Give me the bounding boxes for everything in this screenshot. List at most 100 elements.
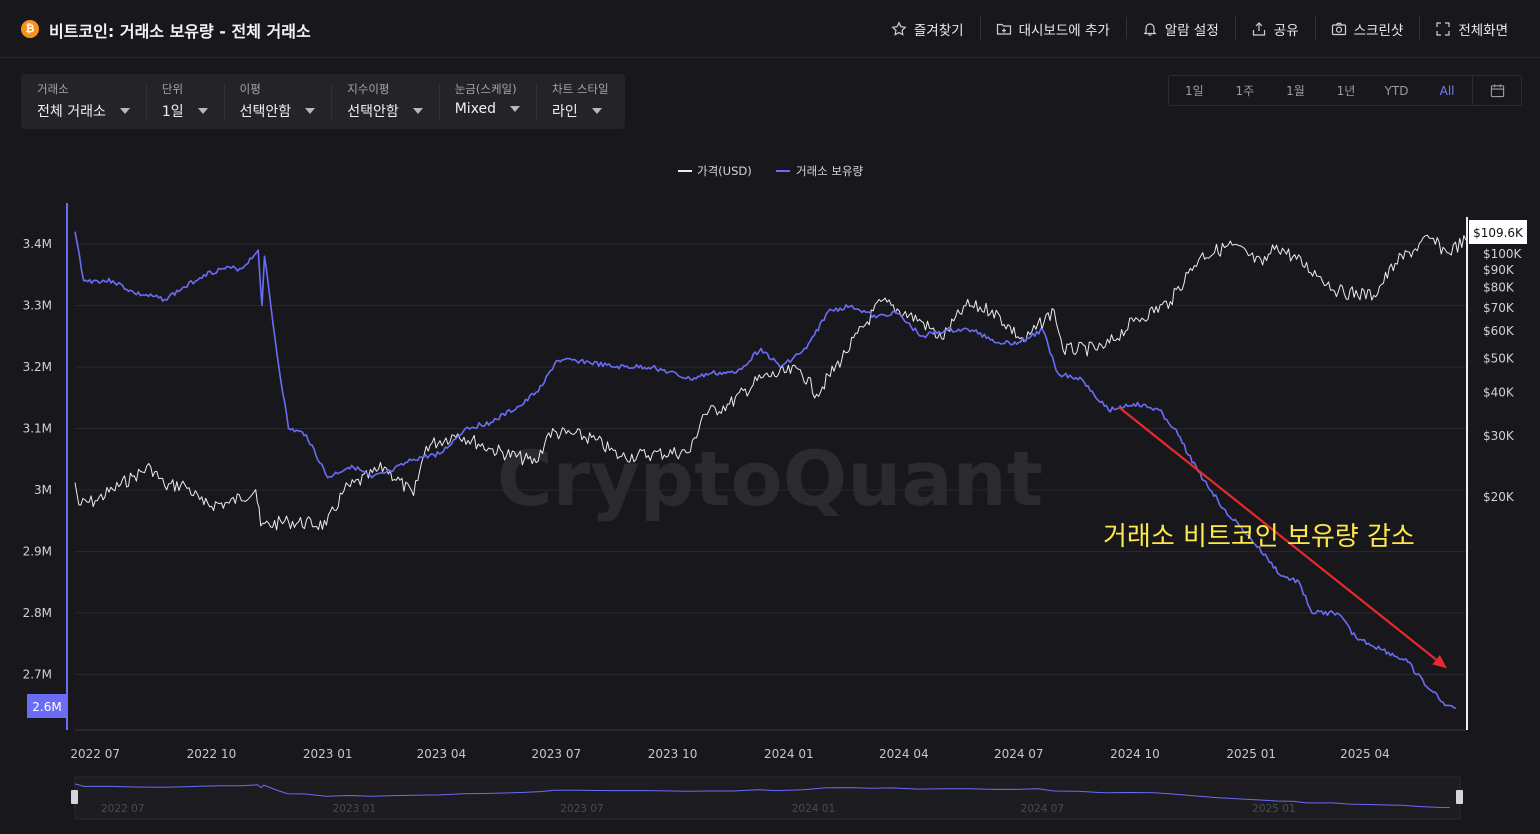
price-current-badge	[1469, 220, 1527, 244]
range-1m-button[interactable]: 1월	[1286, 84, 1305, 98]
navigator-tick-label: 2025 01	[1252, 803, 1295, 815]
screenshot-button[interactable]: 스크린샷	[1314, 17, 1420, 39]
navigator-right-handle	[1456, 790, 1463, 804]
navigator-left-handle	[71, 790, 78, 804]
price-line	[74, 234, 1467, 531]
y-left-tick-label: 2.9M	[23, 545, 52, 559]
share-button[interactable]: 공유	[1234, 17, 1315, 39]
y-left-tick-label: 2.8M	[23, 606, 52, 620]
share-label: 공유	[1273, 23, 1299, 39]
range-ytd-button[interactable]: YTD	[1384, 83, 1409, 98]
annotation-arrowhead	[1432, 654, 1448, 669]
navigator-line	[74, 783, 1450, 809]
moving-average-filter-value: 선택안함	[239, 104, 292, 120]
y-left-tick-label: 3.2M	[23, 360, 52, 374]
folder-plus-icon	[996, 23, 1011, 35]
fullscreen-icon	[1436, 22, 1450, 36]
screenshot-label: 스크린샷	[1353, 23, 1404, 39]
chart-area: 3.4M 3.3M 3.2M 3.1M 3M 2.9M 2.8M 2.7M $100K $90K $…	[0, 150, 1540, 834]
scale-filter-value: Mixed	[454, 101, 497, 117]
alert-settings-button[interactable]: 알람 설정	[1125, 17, 1235, 39]
range-1y-button[interactable]: 1년	[1336, 84, 1356, 98]
ema-filter[interactable]: 지수이평 선택안함	[331, 74, 439, 129]
bitcoin-icon: ₿	[21, 20, 39, 38]
y-right-tick-label: $30K	[1483, 429, 1515, 443]
y-right-tick-label: $100K	[1483, 247, 1523, 261]
y-right-tick-label: $50K	[1483, 352, 1515, 366]
navigator-tick-label: 2023 07	[560, 803, 603, 815]
annotation-arrow	[1117, 406, 1437, 661]
fullscreen-button[interactable]: 전체화면	[1419, 17, 1524, 39]
add-to-dashboard-label: 대시보드에 추가	[1018, 23, 1110, 39]
navigator-tick-label: 2023 01	[333, 803, 376, 815]
range-selector: 1일 1주 1월 1년 YTD All	[1168, 75, 1522, 106]
y-left-tick-label: 3.1M	[23, 422, 52, 436]
add-to-dashboard-button[interactable]: 대시보드에 추가	[979, 17, 1126, 39]
y-right-tick-label: $70K	[1483, 301, 1515, 315]
y-right-tick-label: $80K	[1483, 281, 1515, 295]
exchange-filter-label: 거래소	[37, 82, 69, 96]
y-right-tick-label: $40K	[1483, 385, 1515, 399]
y-left-tick-label: 3.3M	[23, 299, 52, 313]
navigator-tick-label: 2024 01	[792, 803, 835, 815]
share-icon	[1252, 22, 1265, 36]
ema-filter-label: 지수이평	[347, 82, 390, 96]
favorite-button[interactable]: 즐겨찾기	[875, 19, 980, 39]
chart-style-filter-label: 차트 스타일	[552, 82, 609, 96]
unit-filter-label: 단위	[161, 82, 184, 96]
reserve-line	[74, 231, 1457, 710]
alert-settings-label: 알람 설정	[1164, 23, 1219, 39]
camera-icon	[1331, 22, 1346, 36]
x-tick-label: 2024 10	[1110, 747, 1160, 761]
navigator-tick-label: 2024 07	[1021, 803, 1064, 815]
navigator-tick-label: 2022 07	[101, 803, 144, 815]
x-tick-label: 2023 10	[648, 747, 698, 761]
chevron-down-icon	[119, 108, 130, 114]
x-tick-label: 2023 07	[532, 747, 582, 761]
ema-filter-value: 선택안함	[347, 104, 399, 120]
scale-filter-label: 눈금(스케일)	[454, 82, 517, 96]
range-all-button[interactable]: All	[1439, 83, 1455, 98]
exchange-filter[interactable]: 거래소 전체 거래소	[21, 74, 146, 129]
x-tick-label: 2022 07	[70, 747, 120, 761]
page-title: 비트코인: 거래소 보유량 - 전체 거래소	[49, 22, 311, 41]
favorite-label: 즐겨찾기	[913, 23, 964, 39]
x-tick-label: 2023 04	[417, 747, 467, 761]
x-tick-label: 2024 01	[764, 747, 814, 761]
annotation-text: 거래소 비트코인 보유량 감소	[1103, 522, 1415, 552]
x-tick-label: 2024 07	[994, 747, 1044, 761]
calendar-button[interactable]	[1472, 76, 1521, 105]
chevron-down-icon	[510, 106, 521, 112]
scale-filter[interactable]: 눈금(스케일) Mixed	[438, 74, 536, 129]
range-1w-button[interactable]: 1주	[1235, 84, 1255, 98]
chevron-down-icon	[591, 108, 602, 114]
y-right-tick-label: $60K	[1483, 324, 1515, 338]
x-tick-label: 2025 04	[1340, 747, 1390, 761]
legend-reserve-label: 거래소 보유량	[796, 164, 864, 178]
header-actions: 즐겨찾기 대시보드에 추가 알람 설정 공유 스크린샷 전체화면	[875, 0, 1524, 58]
chart-style-filter[interactable]: 차트 스타일 라인	[536, 74, 625, 129]
unit-filter-value: 1일	[161, 104, 184, 120]
y-left-tick-label: 2.7M	[23, 668, 52, 682]
moving-average-filter[interactable]: 이평 선택안함	[223, 74, 332, 129]
y-left-tick-label: 3.4M	[23, 237, 52, 251]
x-tick-label: 2024 04	[879, 747, 929, 761]
exchange-filter-value: 전체 거래소	[37, 104, 106, 120]
bell-icon	[1143, 23, 1157, 36]
chevron-down-icon	[197, 108, 208, 114]
x-tick-label: 2022 10	[187, 747, 237, 761]
chevron-down-icon	[305, 108, 316, 114]
top-bar: ₿ 비트코인: 거래소 보유량 - 전체 거래소 즐겨찾기 대시보드에 추가 알…	[0, 0, 1540, 58]
range-1d-button[interactable]: 1일	[1184, 84, 1204, 98]
calendar-icon	[1490, 84, 1504, 98]
reserve-current-badge	[27, 694, 67, 718]
chevron-down-icon	[412, 108, 423, 114]
chart-svg[interactable]: 3.4M 3.3M 3.2M 3.1M 3M 2.9M 2.8M 2.7M $100K $90K $…	[0, 150, 1540, 834]
legend-price-label: 가격(USD)	[697, 164, 752, 178]
unit-filter[interactable]: 단위 1일	[145, 74, 224, 129]
moving-average-filter-label: 이평	[239, 82, 261, 96]
y-right-tick-label: $90K	[1483, 263, 1515, 277]
y-right-tick-label: $20K	[1483, 490, 1515, 504]
star-icon	[891, 21, 907, 36]
price-current-label: $109.6K	[1473, 226, 1524, 240]
